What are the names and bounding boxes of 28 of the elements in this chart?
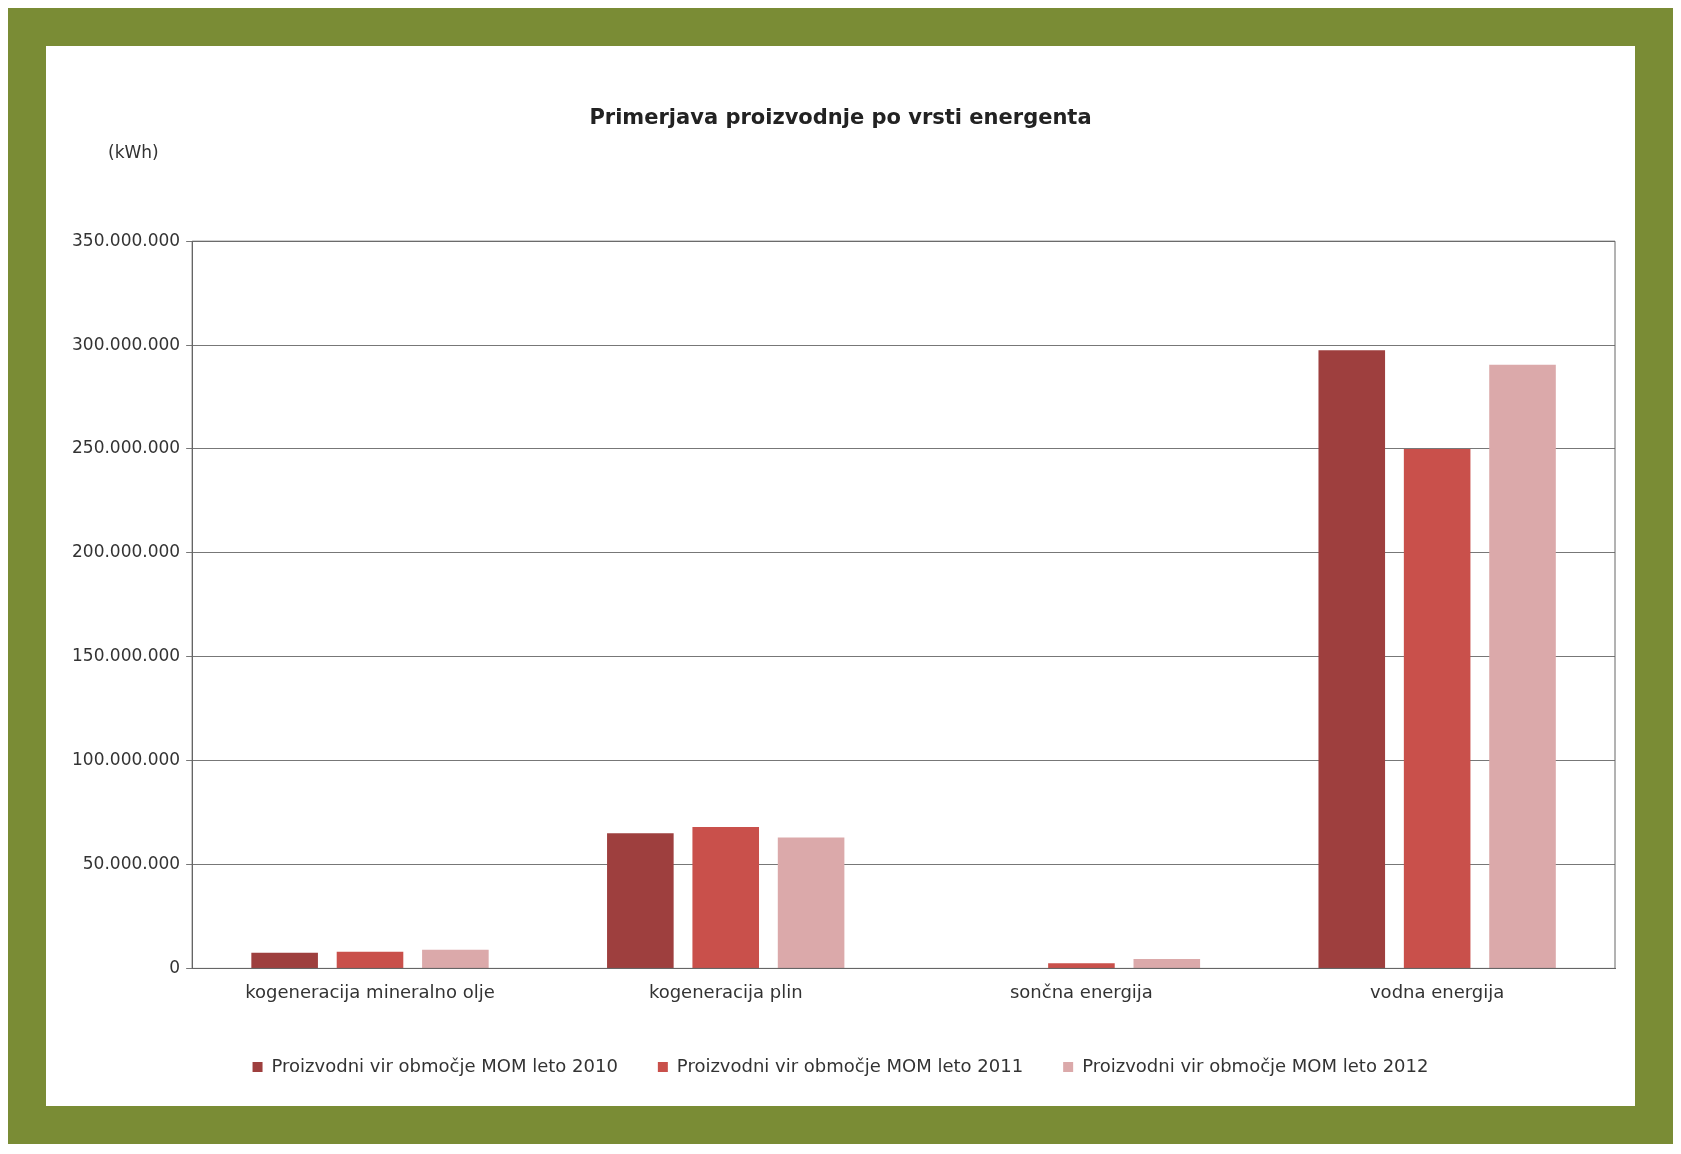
bar	[777, 837, 845, 968]
bar	[1133, 959, 1201, 968]
y-tick-label: 50.000.000	[82, 852, 181, 873]
bar	[607, 833, 674, 968]
bar	[1489, 364, 1556, 968]
x-tick-label: vodna energija	[1369, 980, 1505, 1002]
bar	[251, 952, 318, 968]
x-tick-label: kogeneracija plin	[648, 980, 803, 1002]
chart-title: Primerjava proizvodnje po vrsti energenta	[589, 105, 1092, 130]
bar	[336, 951, 404, 968]
y-tick-label: 0	[169, 956, 181, 977]
legend-label: Proizvodni vir območje MOM leto 2011	[676, 1054, 1024, 1076]
bar	[1403, 448, 1471, 968]
bar	[1048, 963, 1115, 968]
legend-label: Proizvodni vir območje MOM leto 2012	[1082, 1054, 1429, 1076]
bar	[1318, 350, 1386, 968]
y-tick-label: 100.000.000	[71, 749, 181, 770]
bar	[422, 949, 489, 968]
bar	[692, 827, 760, 968]
y-tick-label: 200.000.000	[71, 541, 181, 562]
x-tick-label: sončna energija	[1009, 980, 1153, 1002]
y-tick-label: 150.000.000	[71, 645, 181, 666]
y-axis-title: (kWh)	[108, 142, 159, 163]
y-tick-label: 350.000.000	[71, 229, 181, 250]
y-tick-label: 300.000.000	[71, 333, 181, 354]
legend-label: Proizvodni vir območje MOM leto 2010	[271, 1054, 618, 1076]
x-tick-label: kogeneracija mineralno olje	[245, 980, 495, 1002]
y-tick-label: 250.000.000	[71, 437, 181, 458]
